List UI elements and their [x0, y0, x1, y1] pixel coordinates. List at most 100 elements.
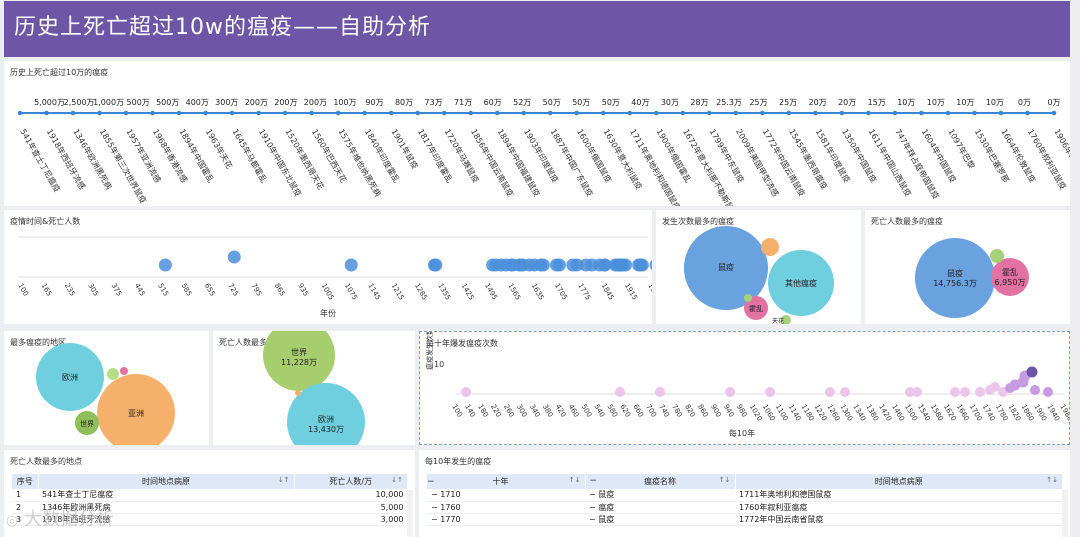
table-row[interactable]: 1 541年查士丁尼瘟疫 10,000 [12, 489, 408, 502]
scatter-tick: 1915 [623, 282, 639, 301]
bubble-cholera-deaths [991, 258, 1029, 296]
bubble-plague [684, 226, 768, 310]
scatter-point [619, 258, 633, 272]
decade-tick: 900 [709, 403, 723, 419]
table-cell: − 鼠疫 [585, 513, 735, 526]
places-scrollbar[interactable] [407, 490, 413, 537]
decade-col-desc[interactable]: 时间地点病原 ↑↓ [735, 474, 1063, 489]
timeline-point [972, 110, 977, 116]
scatter-point [552, 258, 566, 272]
places-panel: 死亡人数最多的地点 序号 时间地点病原 ↓↑ 死亡人数/万 ↓↑ 1 541年查士丁尼… [4, 450, 415, 537]
bubble-deaths-val-1: 14,756.3万 [933, 279, 977, 288]
timeline-point [998, 110, 1004, 116]
table-row[interactable]: 2 1346年欧洲黑死病 5,000 [12, 501, 408, 514]
timeline-label: 1097年巴黎 [946, 127, 977, 170]
table-row[interactable]: − 1760− 瘟疫 1760年叙利亚瘟疫 [427, 501, 1063, 514]
decade-tick: 740 [657, 403, 671, 419]
scatter-tick: 305 [86, 282, 100, 298]
decade-tick: 460 [567, 403, 581, 419]
places-col-name[interactable]: 时间地点病原 ↓↑ [38, 474, 295, 489]
decade-scrollbar[interactable] [1062, 490, 1068, 537]
timeline-point [547, 110, 553, 116]
table-row[interactable]: − 1770− 鼠疫 1772年中国云南省鼠疫 [427, 513, 1063, 526]
bubble-smallpox [761, 238, 779, 256]
timeline-point [1051, 110, 1057, 116]
scatter-tick: 1635 [530, 282, 546, 301]
table-cell: 541年查士丁尼瘟疫 [38, 489, 294, 502]
region-deaths-val-2: 13,430万 [308, 425, 344, 434]
decade-tick: 140 [463, 403, 477, 419]
timeline-value: 50万 [572, 98, 590, 107]
decade-xlabel: 每10年 [729, 428, 755, 438]
timeline-point [494, 110, 500, 116]
timeline-point [600, 110, 606, 116]
decade-point [960, 387, 970, 397]
timeline-value: 28万 [690, 98, 708, 107]
timeline-point [1025, 110, 1030, 116]
timeline-value: 500万 [156, 98, 179, 107]
timeline-value: 73万 [425, 98, 443, 107]
scatter-point [227, 250, 241, 264]
timeline-point [415, 110, 420, 116]
decade-table-panel: 每10年发生的瘟疫 − 十年 ↑↓ − 瘟疫名称 ↑↓ 时间地点病原 ↑↓ − 1710−… [419, 450, 1070, 537]
timeline-value: 100万 [333, 98, 356, 107]
decade-ytick: 10 [434, 360, 444, 369]
timeline-value: 25万 [749, 98, 767, 107]
decade-tick: 620 [618, 403, 632, 419]
region-deaths-name-1: 世界 [291, 347, 307, 357]
scatter-tick: 655 [203, 282, 217, 298]
bubble-label-other: 其他瘟疫 [785, 278, 817, 288]
places-col-index[interactable]: 序号 [12, 474, 39, 489]
scatter-tick: 165 [40, 282, 54, 298]
timeline-value: 25万 [779, 98, 797, 107]
bubble-deaths-name-1: 鼠疫 [947, 268, 963, 278]
region-count-panel: 最多瘟疫的地区 欧洲 亚洲 世界 [4, 331, 209, 445]
page-header: 历史上死亡超过10w的瘟疫——自助分析 [4, 1, 1070, 57]
decade-point [765, 387, 775, 397]
scatter-point [344, 258, 358, 272]
decade-panel[interactable]: 每十年爆发瘟疫次数 10 瘟疫发生次数 100 140 180 220 260 300 340 3… [419, 331, 1070, 445]
timeline-value: 15万 [868, 98, 886, 107]
scatter-point [649, 259, 652, 271]
bubble-europe [36, 343, 104, 411]
decade-col-year[interactable]: − 十年 ↑↓ [427, 474, 586, 489]
table-cell: 10,000 [294, 489, 408, 502]
timeline-point [786, 110, 792, 116]
decade-title: 每十年爆发瘟疫次数 [426, 339, 498, 348]
decade-col-name[interactable]: − 瘟疫名称 ↑↓ [585, 474, 736, 489]
decade-tick: 700 [644, 403, 658, 419]
page-title: 历史上死亡超过10w的瘟疫——自助分析 [14, 15, 431, 40]
scatter-tick: 1845 [600, 282, 616, 301]
timeline-point [760, 110, 765, 116]
table-cell: 1772年中国云南省鼠疫 [735, 513, 1063, 526]
region-label-world: 世界 [80, 419, 94, 428]
timeline-value: 200万 [274, 98, 297, 107]
timeline-chart: 541年查士丁尼瘟疫1918年西班牙流感1346年欧洲黑死病1855年第三次世界… [17, 98, 1070, 206]
scatter-title: 疫情时间&死亡人数 [10, 217, 81, 226]
timeline-value: 50万 [543, 98, 561, 107]
scatter-tick: 1985 [646, 282, 652, 301]
table-cell: − 1710 [427, 489, 585, 502]
decade-point [461, 387, 471, 397]
timeline-point [256, 110, 261, 116]
timeline-point [335, 110, 341, 116]
decade-tick: 820 [683, 403, 697, 419]
table-row[interactable]: 3 1918年西班牙流感 3,000 [12, 513, 408, 526]
scatter-tick: 445 [133, 282, 147, 298]
scatter-tick: 865 [273, 282, 287, 298]
timeline-label: 1963年天花 [204, 127, 235, 170]
decade-point [655, 387, 665, 397]
timeline-point [176, 110, 182, 116]
region-label-asia: 亚洲 [128, 409, 144, 418]
bubble-count-panel: 发生次数最多的瘟疫 鼠疫 其他瘟疫 霍乱 天花 [656, 210, 861, 324]
decade-tick: 100 [450, 403, 464, 419]
timeline-value: 5,000万 [34, 98, 65, 107]
bubble-cholera [744, 296, 768, 320]
table-cell: 3 [12, 513, 38, 526]
places-col-deaths[interactable]: 死亡人数/万 ↓↑ [294, 474, 408, 489]
table-cell: − 1760 [427, 501, 585, 514]
timeline-point [468, 110, 474, 116]
timeline-value: 10万 [927, 98, 945, 107]
table-row[interactable]: − 1710− 鼠疫 1711年奥地利和德国鼠疫 [427, 489, 1063, 502]
timeline-point [945, 110, 951, 116]
